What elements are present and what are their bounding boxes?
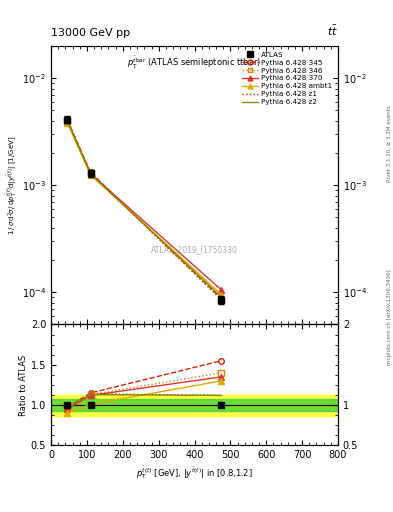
Text: Rivet 3.1.10, ≥ 3.2M events: Rivet 3.1.10, ≥ 3.2M events bbox=[387, 105, 391, 182]
Y-axis label: $1\,/\,\sigma\,\mathrm{d}^2\!\sigma\,/\,\mathrm{d}p_\mathrm{T}^{\bar{t}(t)}\math: $1\,/\,\sigma\,\mathrm{d}^2\!\sigma\,/\,… bbox=[4, 136, 19, 235]
Y-axis label: Ratio to ATLAS: Ratio to ATLAS bbox=[19, 354, 28, 416]
X-axis label: $p_\mathrm{T}^{\bar{t}(t)}$ [GeV], $|y^{\bar{t}(t)}|$ in [0.8,1.2]: $p_\mathrm{T}^{\bar{t}(t)}$ [GeV], $|y^{… bbox=[136, 464, 253, 481]
Text: 13000 GeV pp: 13000 GeV pp bbox=[51, 28, 130, 38]
Legend: ATLAS, Pythia 6.428 345, Pythia 6.428 346, Pythia 6.428 370, Pythia 6.428 ambt1,: ATLAS, Pythia 6.428 345, Pythia 6.428 34… bbox=[240, 50, 334, 107]
Bar bbox=[51, 399, 338, 411]
Text: mcplots.cern.ch [arXiv:1306.3436]: mcplots.cern.ch [arXiv:1306.3436] bbox=[387, 270, 391, 365]
Text: $p_\mathrm{T}^{\bar{t}\mathrm{bar}}$ (ATLAS semileptonic ttbar): $p_\mathrm{T}^{\bar{t}\mathrm{bar}}$ (AT… bbox=[127, 54, 262, 71]
Bar bbox=[51, 395, 338, 416]
Text: $t\bar{t}$: $t\bar{t}$ bbox=[327, 24, 338, 38]
Text: ATLAS_2019_I1750330: ATLAS_2019_I1750330 bbox=[151, 245, 238, 254]
